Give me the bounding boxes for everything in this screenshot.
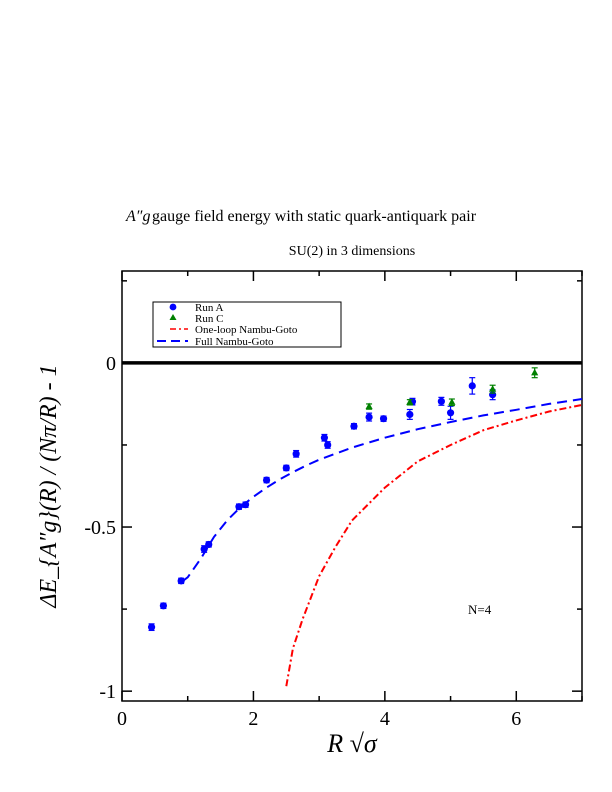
chart-title-symbol: A″g xyxy=(125,208,150,225)
full-nambu-goto-curve xyxy=(181,398,583,582)
chart-title-group: A″g gauge field energy with static quark… xyxy=(125,208,477,259)
run-a-point xyxy=(406,410,414,419)
plot-frame xyxy=(121,270,583,702)
x-axis-label: R √σ xyxy=(326,729,378,758)
legend-marker-run-a xyxy=(169,303,177,311)
x-tick-label: 4 xyxy=(380,708,390,730)
run-c-point xyxy=(531,368,539,376)
one-loop-nambu-goto-curve xyxy=(285,403,583,687)
run-a-point xyxy=(468,382,476,390)
run-a-point xyxy=(177,577,185,585)
run-a-point xyxy=(379,415,388,423)
run-a-point xyxy=(282,464,290,472)
run-c-point xyxy=(448,398,456,405)
x-tick-label: 6 xyxy=(511,708,521,730)
chart-title: gauge field energy with static quark-ant… xyxy=(152,208,477,225)
legend-box xyxy=(152,301,342,348)
y-tick-label: -1 xyxy=(99,681,116,703)
legend-label-full-ng: Full Nambu-Goto xyxy=(195,336,274,348)
legend-label-run-c: Run C xyxy=(195,313,223,325)
curve-layer xyxy=(181,398,583,687)
point-layer xyxy=(147,367,539,632)
legend-label-one-loop: One-loop Nambu-Goto xyxy=(195,324,298,336)
axis-ticks xyxy=(121,271,583,701)
run-a-point xyxy=(241,501,250,509)
legend-marker-run-c xyxy=(169,314,177,320)
y-axis-label: ΔE_{A″g}(R) / (Nπ/R) - 1 xyxy=(36,364,62,608)
run-a-point xyxy=(159,602,167,610)
run-a-point xyxy=(147,623,156,631)
y-tick-label: 0 xyxy=(106,353,116,375)
x-tick-label: 2 xyxy=(248,708,258,730)
x-tick-label: 0 xyxy=(117,708,127,730)
annotation-n4: N=4 xyxy=(468,602,492,617)
legend-label-run-a: Run A xyxy=(195,302,223,314)
run-a-point xyxy=(365,413,373,421)
run-c-point xyxy=(489,385,497,392)
run-a-point xyxy=(437,397,445,405)
run-a-point xyxy=(324,441,332,449)
axis-tick-labels: 0 2 4 6 -1 -0.5 0 xyxy=(84,353,521,730)
run-a-point xyxy=(235,503,243,511)
y-tick-label: -0.5 xyxy=(84,517,116,539)
run-a-point xyxy=(320,434,328,442)
run-a-point xyxy=(262,476,271,484)
run-a-point xyxy=(292,450,300,458)
run-a-point xyxy=(350,422,358,430)
chart-subtitle: SU(2) in 3 dimensions xyxy=(289,244,415,259)
run-c-point xyxy=(406,398,414,405)
legend: Run A Run C One-loop Nambu-Goto Full Nam… xyxy=(152,301,342,348)
run-a-point xyxy=(205,540,213,549)
run-a-point xyxy=(446,409,455,417)
run-c-point xyxy=(365,402,373,410)
